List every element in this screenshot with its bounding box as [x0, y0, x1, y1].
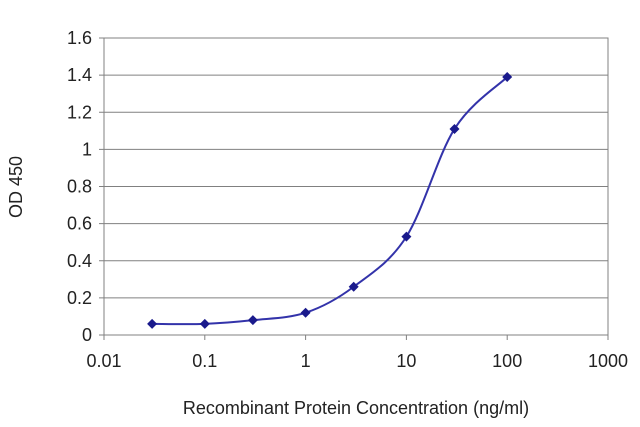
x-axis-ticks: 0.01 0.1 1 10 100 1000 [86, 335, 628, 371]
data-point-marker [401, 231, 412, 242]
y-tick-label: 0.2 [67, 288, 92, 308]
data-point-marker [147, 318, 158, 329]
y-tick-label: 0 [82, 325, 92, 345]
series-path [152, 76, 508, 326]
data-point-marker [199, 318, 210, 329]
y-tick-label: 1 [82, 139, 92, 159]
data-point-marker [502, 71, 513, 82]
y-tick-label: 1.4 [67, 65, 92, 85]
data-point-marker [449, 123, 460, 134]
data-point-marker [300, 307, 311, 318]
y-axis-ticks: 0 0.2 0.4 0.6 0.8 1 1.2 1.4 1.6 [67, 28, 104, 345]
x-tick-label: 1 [301, 351, 311, 371]
x-tick-label: 10 [396, 351, 416, 371]
data-point-marker [348, 281, 359, 292]
series-line [152, 76, 508, 326]
x-tick-label: 1000 [588, 351, 628, 371]
y-tick-label: 0.6 [67, 214, 92, 234]
x-tick-label: 100 [492, 351, 522, 371]
gridlines [104, 74, 608, 299]
x-tick-label: 0.1 [192, 351, 217, 371]
y-tick-label: 1.2 [67, 102, 92, 122]
y-tick-label: 0.8 [67, 177, 92, 197]
y-tick-label: 0.4 [67, 251, 92, 271]
x-tick-label: 0.01 [86, 351, 121, 371]
data-point-marker [247, 315, 258, 326]
data-markers [147, 71, 513, 329]
y-tick-label: 1.6 [67, 28, 92, 48]
y-axis-label: OD 450 [6, 156, 26, 218]
x-axis-label: Recombinant Protein Concentration (ng/ml… [183, 398, 529, 418]
